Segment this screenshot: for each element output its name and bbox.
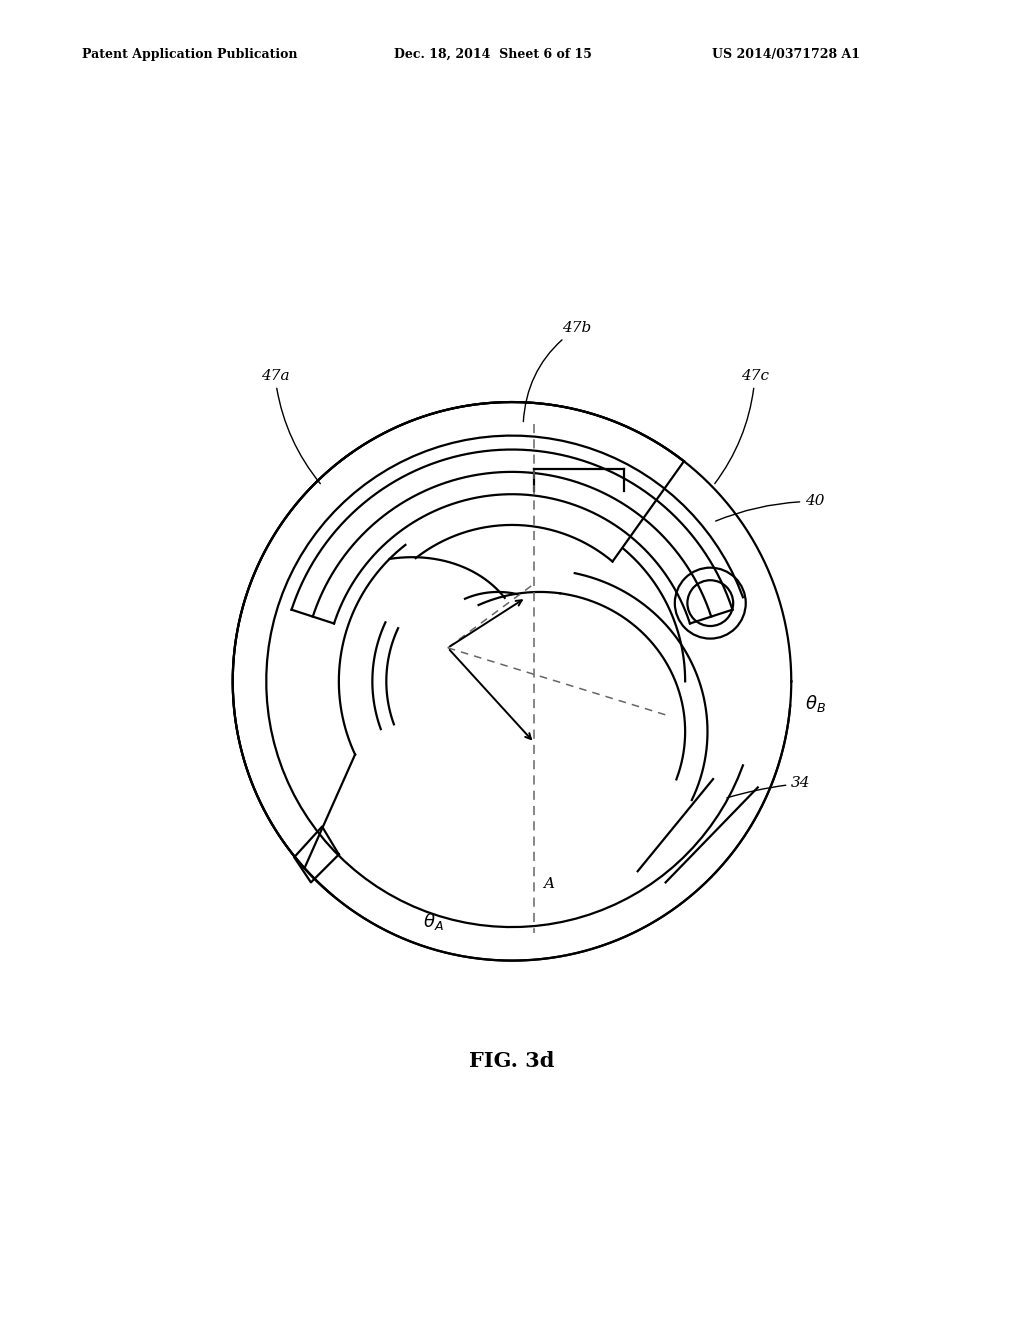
Text: 47c: 47c xyxy=(715,368,769,483)
Text: $\theta_A$: $\theta_A$ xyxy=(423,911,443,932)
Text: $\theta_B$: $\theta_B$ xyxy=(805,693,826,714)
Text: 47b: 47b xyxy=(523,321,592,421)
Text: 34: 34 xyxy=(727,776,811,797)
Text: FIG. 3d: FIG. 3d xyxy=(469,1051,555,1071)
Text: Dec. 18, 2014  Sheet 6 of 15: Dec. 18, 2014 Sheet 6 of 15 xyxy=(394,48,592,61)
Text: US 2014/0371728 A1: US 2014/0371728 A1 xyxy=(712,48,860,61)
Text: 47a: 47a xyxy=(261,368,321,483)
Text: Patent Application Publication: Patent Application Publication xyxy=(82,48,297,61)
Text: A: A xyxy=(543,876,554,891)
Text: 40: 40 xyxy=(716,495,824,521)
